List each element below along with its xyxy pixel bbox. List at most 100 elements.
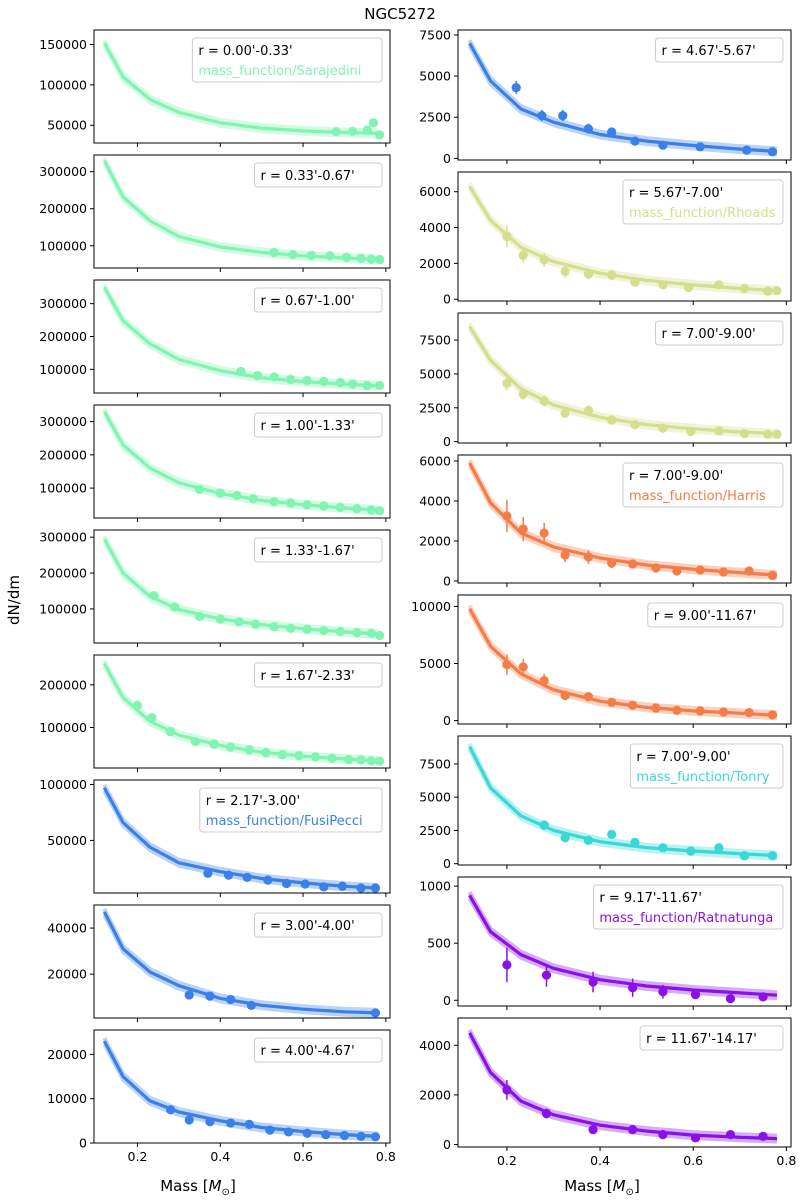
data-point bbox=[203, 868, 213, 879]
model-line bbox=[102, 911, 378, 1015]
legend-radius-label: r = 4.67'-5.67' bbox=[662, 44, 756, 59]
data-point bbox=[370, 1008, 381, 1018]
y-tick-label: 100000 bbox=[39, 238, 87, 253]
axes-frame bbox=[93, 29, 391, 144]
data-point bbox=[767, 710, 777, 720]
y-tick-label: 300000 bbox=[39, 164, 87, 179]
axes-frame bbox=[457, 1017, 792, 1148]
data-point bbox=[348, 379, 358, 389]
data-point bbox=[763, 286, 773, 296]
y-tick-label: 300000 bbox=[39, 414, 87, 429]
data-point bbox=[327, 753, 337, 763]
data-point bbox=[539, 676, 549, 686]
data-point bbox=[690, 989, 701, 1000]
xlabel-symbol: M bbox=[613, 1177, 626, 1195]
model-line bbox=[467, 322, 778, 433]
data-point bbox=[767, 851, 777, 861]
data-point bbox=[739, 283, 750, 294]
data-point bbox=[190, 736, 201, 747]
data-point bbox=[541, 970, 552, 980]
legend-box bbox=[254, 912, 383, 938]
data-point bbox=[370, 1132, 381, 1142]
y-tick-label: 5000 bbox=[419, 790, 451, 805]
model-line bbox=[102, 783, 378, 887]
data-point bbox=[252, 370, 263, 381]
x-tick-label: 0.4 bbox=[210, 1149, 230, 1164]
axes-frame bbox=[93, 654, 391, 769]
data-point bbox=[335, 502, 345, 512]
y-tick-label: 5000 bbox=[419, 69, 451, 84]
legend-radius-label: r = 9.17'-11.67' bbox=[599, 891, 702, 906]
data-point bbox=[302, 1128, 312, 1138]
model-line bbox=[467, 1028, 778, 1138]
data-point bbox=[772, 286, 782, 296]
data-point bbox=[683, 282, 694, 293]
data-point bbox=[628, 559, 638, 569]
data-point bbox=[511, 82, 521, 93]
y-tick-label: 10000 bbox=[411, 599, 451, 614]
model-line bbox=[468, 1032, 778, 1141]
data-point bbox=[518, 389, 528, 399]
data-point bbox=[725, 1129, 736, 1140]
xlabel-suffix: ] bbox=[634, 1177, 640, 1195]
data-point bbox=[772, 429, 782, 439]
data-point bbox=[583, 405, 594, 416]
y-tick-label: 5000 bbox=[419, 656, 451, 671]
legend-box bbox=[655, 37, 784, 63]
data-point bbox=[375, 756, 385, 766]
data-point bbox=[362, 125, 372, 135]
data-point bbox=[337, 881, 347, 891]
data-point bbox=[560, 833, 570, 843]
data-point bbox=[194, 611, 205, 622]
data-point bbox=[742, 145, 752, 155]
legend-box bbox=[254, 537, 383, 563]
y-tick-label: 200000 bbox=[39, 566, 87, 581]
data-point bbox=[147, 713, 157, 723]
data-point bbox=[341, 252, 352, 262]
data-point bbox=[344, 754, 354, 765]
legend-radius-label: r = 1.33'-1.67' bbox=[261, 544, 355, 559]
legend-radius-label: r = 7.00'-9.00' bbox=[629, 469, 723, 484]
model-line bbox=[467, 1034, 778, 1144]
data-point bbox=[628, 1125, 638, 1135]
model-line bbox=[102, 38, 378, 133]
data-point bbox=[194, 484, 205, 495]
data-point bbox=[658, 423, 668, 433]
model-band bbox=[102, 783, 378, 893]
y-tick-label: 300000 bbox=[39, 296, 87, 311]
legend-box bbox=[254, 1037, 383, 1063]
panel-right-3: 0 2000 4000 6000 r = 7.00'-9.00' mass_functio… bbox=[419, 454, 792, 589]
model-line bbox=[467, 891, 778, 995]
figure-title: NGC5272 bbox=[364, 5, 436, 23]
data-point bbox=[695, 142, 705, 152]
data-point bbox=[223, 870, 234, 880]
data-point bbox=[302, 375, 312, 386]
axes-frame bbox=[457, 454, 792, 584]
data-point bbox=[502, 660, 512, 670]
data-point bbox=[695, 706, 705, 716]
data-point bbox=[725, 993, 736, 1004]
panel-right-6: 0 500 1000 r = 9.17'-11.67' mass_function/Ra… bbox=[419, 876, 792, 1010]
y-tick-label: 0 bbox=[443, 151, 451, 166]
data-point bbox=[335, 377, 345, 388]
panel-left-7: 20000 40000 r = 3.00'-4.00' bbox=[47, 904, 391, 1022]
legend-radius-label: r = 1.00'-1.33' bbox=[261, 419, 355, 434]
data-point bbox=[658, 843, 668, 853]
data-point bbox=[739, 851, 750, 861]
model-band bbox=[102, 907, 378, 1018]
model-band bbox=[467, 891, 778, 1001]
data-point bbox=[286, 374, 296, 385]
axes-frame bbox=[457, 312, 792, 444]
model-line bbox=[102, 789, 378, 893]
data-point bbox=[269, 622, 279, 632]
y-tick-label: 2500 bbox=[419, 823, 451, 838]
y-axis-label: dN/dm bbox=[5, 575, 23, 625]
data-point bbox=[269, 497, 279, 507]
data-point bbox=[502, 511, 512, 521]
legend-box bbox=[622, 179, 784, 225]
data-point bbox=[672, 566, 682, 576]
data-point bbox=[714, 843, 724, 853]
data-point bbox=[518, 662, 528, 672]
y-tick-label: 6000 bbox=[419, 454, 451, 469]
data-point bbox=[352, 627, 362, 638]
